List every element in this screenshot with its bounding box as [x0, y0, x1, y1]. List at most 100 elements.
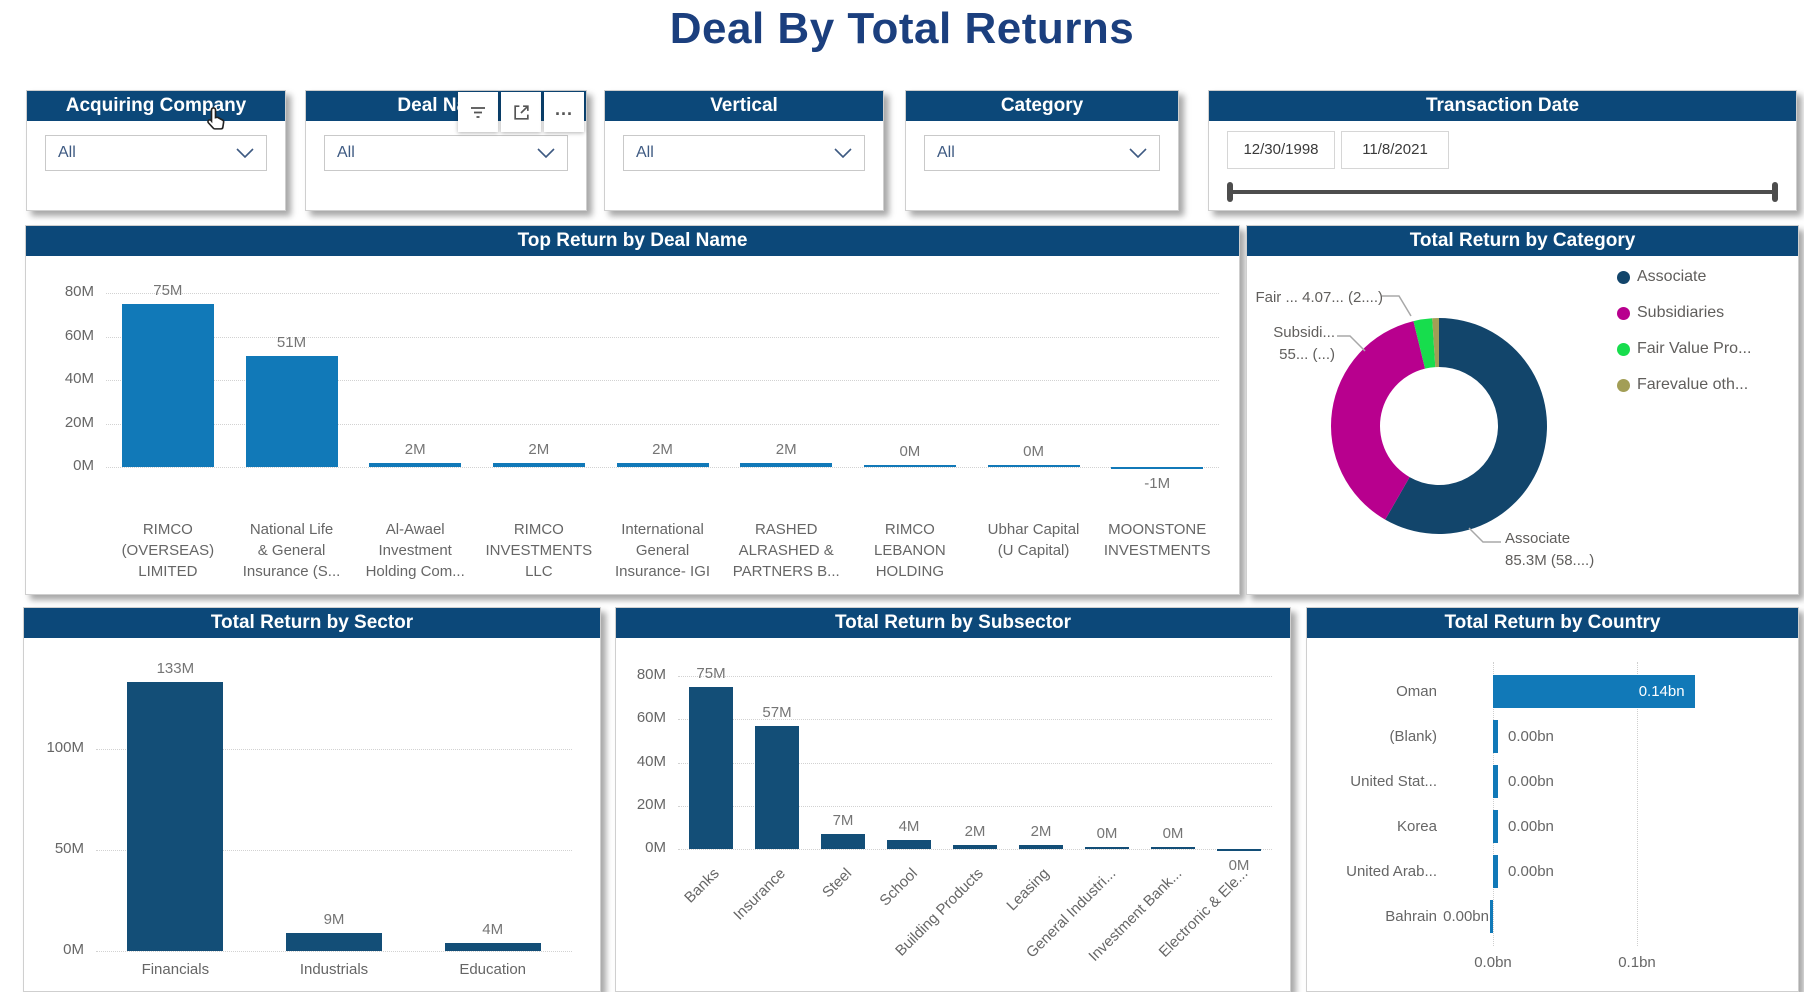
bar[interactable] — [127, 682, 224, 951]
x-axis-tick-label: 0.1bn — [1618, 954, 1656, 971]
bar[interactable] — [286, 932, 382, 951]
category-label[interactable]: RIMCO (OVERSEAS) LIMITED — [121, 521, 215, 580]
data-label: 2M — [404, 440, 426, 458]
data-label: 0.00bn — [1508, 818, 1554, 835]
category-label[interactable]: International General Insurance- IGI — [615, 521, 711, 580]
category-label[interactable]: Oman — [1396, 683, 1437, 700]
bar[interactable] — [1493, 720, 1498, 753]
bar[interactable] — [1493, 855, 1498, 888]
focus-mode-button[interactable] — [501, 92, 541, 132]
category-label[interactable]: United Stat... — [1350, 773, 1437, 790]
data-label: 4M — [482, 920, 504, 938]
gridline — [106, 293, 1219, 294]
category-dropdown[interactable]: All — [924, 135, 1160, 171]
category-label[interactable]: Building Products — [892, 865, 1008, 991]
bar[interactable] — [821, 833, 865, 849]
category-label[interactable]: RIMCO LEBANON HOLDING — [874, 521, 946, 580]
bar-area: 0.00bn — [1493, 714, 1798, 759]
slider-track[interactable] — [1229, 190, 1776, 194]
bar[interactable] — [492, 462, 585, 467]
bar-slot: 2M — [601, 274, 725, 467]
bar[interactable] — [863, 464, 956, 467]
bar-slot: 0M — [848, 274, 972, 467]
category-label[interactable]: Industrials — [299, 961, 369, 978]
bar[interactable] — [755, 725, 799, 849]
category-label[interactable]: RASHED ALRASHED & PARTNERS B... — [732, 521, 840, 580]
end-date-input[interactable]: 11/8/2021 — [1341, 131, 1449, 169]
donut-slice-subsidiaries[interactable] — [1331, 321, 1426, 520]
category-label[interactable]: RIMCO INVESTMENTS LLC — [485, 521, 593, 580]
legend-item[interactable]: Subsidiaries — [1617, 302, 1751, 324]
dropdown-value: All — [58, 144, 76, 161]
chevron-down-icon — [537, 148, 555, 158]
date-range-slider[interactable] — [1227, 181, 1778, 203]
legend-item[interactable]: Associate — [1617, 266, 1751, 288]
category-label[interactable]: Ubhar Capital (U Capital) — [987, 521, 1080, 559]
bar[interactable] — [887, 840, 931, 849]
data-label: 2M — [775, 440, 797, 458]
category-label[interactable]: (Blank) — [1389, 728, 1437, 745]
bar[interactable] — [369, 462, 462, 467]
bar-slot: 0M — [1140, 652, 1206, 849]
category-label[interactable]: Financials — [141, 961, 210, 978]
category-label[interactable]: Bahrain — [1385, 908, 1437, 925]
bar[interactable] — [1490, 900, 1493, 933]
donut-chart — [1331, 295, 1547, 543]
acquiring-company-dropdown[interactable]: All — [45, 135, 267, 171]
gridline — [678, 805, 1272, 807]
data-label: 4M — [898, 818, 920, 836]
bar-slot: 75M — [678, 652, 744, 849]
bar[interactable] — [689, 686, 733, 849]
bar[interactable] — [245, 356, 338, 467]
slider-handle-end[interactable] — [1772, 182, 1778, 202]
legend-item[interactable]: Fair Value Pro... — [1617, 338, 1751, 360]
bar[interactable] — [1019, 844, 1063, 849]
bar[interactable] — [1493, 810, 1498, 843]
bar[interactable] — [616, 462, 709, 467]
legend-item[interactable]: Farevalue oth... — [1617, 374, 1751, 396]
category-label[interactable]: Insurance — [730, 865, 810, 991]
bar[interactable] — [1217, 849, 1261, 851]
bar-slot: 0M — [972, 274, 1096, 467]
bar-slot: 2M — [353, 274, 477, 467]
category-label[interactable]: Banks — [678, 865, 744, 991]
category-label[interactable]: National Life & General Insurance (S... — [242, 521, 341, 580]
data-label: 7M — [832, 811, 854, 829]
slicer-header-transaction-date: Transaction Date — [1209, 91, 1796, 121]
donut-slice-fair-value-pro-[interactable] — [1413, 318, 1436, 369]
y-axis-tick-label: 40M — [64, 370, 94, 387]
start-date-input[interactable]: 12/30/1998 — [1227, 131, 1335, 169]
bar-area: 0.00bn — [1493, 849, 1798, 894]
more-options-button[interactable]: ... — [544, 92, 584, 132]
bar[interactable] — [987, 464, 1080, 467]
category-label[interactable]: United Arab... — [1346, 863, 1437, 880]
bar[interactable] — [1085, 846, 1129, 849]
bar[interactable] — [953, 844, 997, 849]
slider-handle-start[interactable] — [1227, 182, 1233, 202]
slicer-deal-name: Deal Name ... All — [305, 90, 587, 211]
bar[interactable] — [121, 303, 214, 467]
category-label[interactable]: Steel — [810, 865, 876, 991]
y-axis-tick-label: 80M — [64, 283, 94, 300]
bar-area: 0.00bn — [1443, 894, 1798, 939]
category-label[interactable]: Al-Awael Investment Holding Com... — [365, 521, 465, 580]
gridline — [106, 423, 1219, 425]
bar[interactable] — [1493, 675, 1695, 708]
panel-total-return-by-sector: Total Return by Sector 0M 50M 100M 133M 9M 4M… — [23, 607, 601, 992]
bar[interactable] — [1111, 467, 1204, 470]
category-label[interactable]: MOONSTONE INVESTMENTS — [1103, 521, 1211, 559]
bar[interactable] — [1151, 846, 1195, 849]
data-label: 0M — [1023, 442, 1044, 460]
bar[interactable] — [740, 462, 833, 467]
category-label[interactable]: Electronic & Ele... — [1155, 865, 1272, 991]
deal-name-dropdown[interactable]: All — [324, 135, 568, 171]
bar[interactable] — [1493, 765, 1498, 798]
filter-button[interactable] — [458, 92, 498, 132]
donut-slice-farevalue-oth-[interactable] — [1432, 318, 1439, 368]
category-label[interactable]: Korea — [1396, 818, 1437, 835]
bar[interactable] — [444, 942, 541, 951]
slicer-transaction-date: Transaction Date 12/30/1998 11/8/2021 — [1208, 90, 1797, 211]
vertical-dropdown[interactable]: All — [623, 135, 865, 171]
donut-slice-associate[interactable] — [1385, 318, 1547, 534]
category-label[interactable]: Education — [459, 961, 527, 978]
